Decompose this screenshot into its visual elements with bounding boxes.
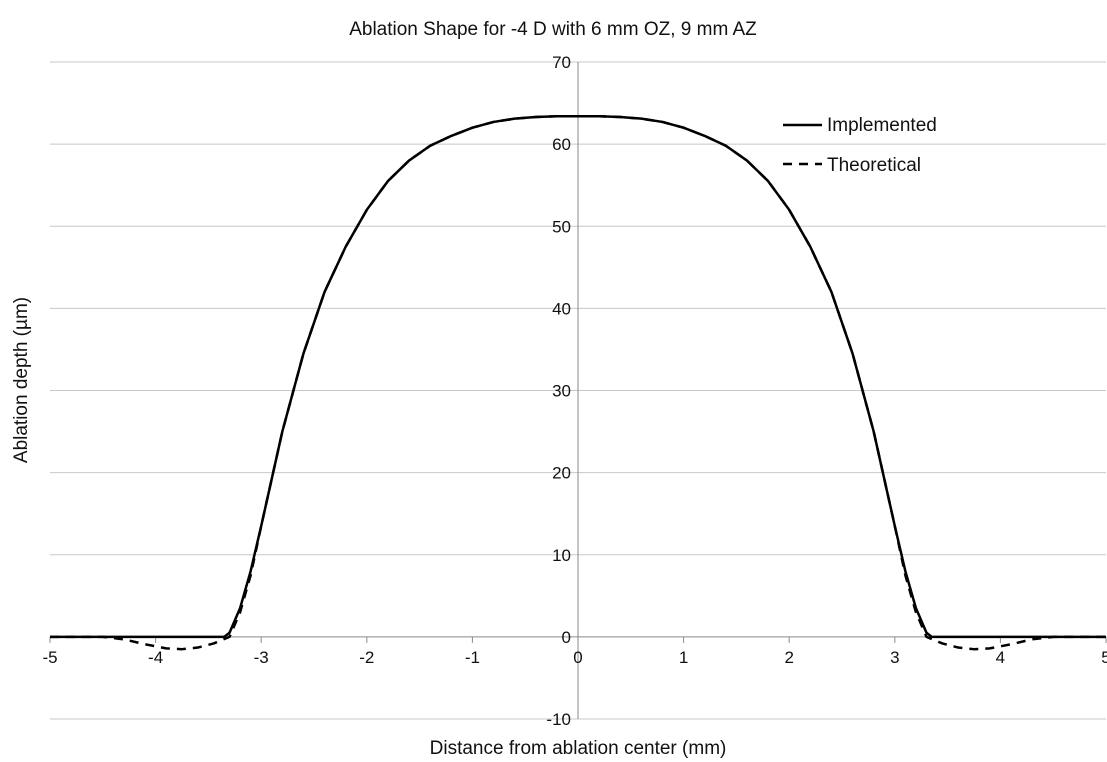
y-tick-label: 0 xyxy=(562,628,571,647)
x-axis-label: Distance from ablation center (mm) xyxy=(430,738,727,759)
x-tick-label: -1 xyxy=(465,648,480,667)
legend: Implemented Theoretical xyxy=(783,115,937,176)
series-line-implemented xyxy=(50,114,1106,639)
y-tick-label: 20 xyxy=(552,464,571,483)
chart-title: Ablation Shape for -4 D with 6 mm OZ, 9 … xyxy=(349,19,757,40)
y-tick-label: 30 xyxy=(552,382,571,401)
y-tick-label: 60 xyxy=(552,135,571,154)
x-tick-label: 0 xyxy=(573,648,582,667)
x-tick-label: 2 xyxy=(784,648,793,667)
x-tick-label: -3 xyxy=(254,648,269,667)
x-tick-label: -2 xyxy=(359,648,374,667)
x-tick-label: 3 xyxy=(890,648,899,667)
x-tick-label: 5 xyxy=(1101,648,1107,667)
y-tick-labels: -10 0 10 20 30 40 50 60 70 xyxy=(546,53,571,729)
y-axis-label: Ablation depth (µm) xyxy=(11,297,32,463)
y-tick-label: 70 xyxy=(552,53,571,72)
series-line-theoretical xyxy=(50,114,1106,651)
y-tick-label: 40 xyxy=(552,299,571,318)
x-tick-label: 1 xyxy=(679,648,688,667)
x-tick-label: -4 xyxy=(148,648,163,667)
x-tick-label: 4 xyxy=(996,648,1005,667)
y-tick-label: -10 xyxy=(546,710,571,729)
y-tick-label: 10 xyxy=(552,546,571,565)
legend-label-implemented: Implemented xyxy=(827,115,937,136)
x-tick-label: -5 xyxy=(42,648,57,667)
x-tick-labels: -5 -4 -3 -2 -1 0 1 2 3 4 5 xyxy=(42,648,1107,667)
legend-label-theoretical: Theoretical xyxy=(827,155,921,176)
series xyxy=(50,114,1106,651)
y-tick-label: 50 xyxy=(552,217,571,236)
